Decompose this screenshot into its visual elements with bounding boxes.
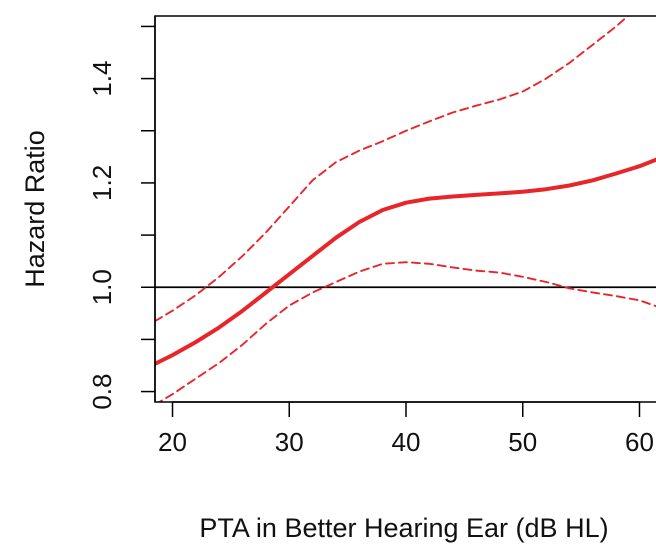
y-tick-label: 1.2 [87,165,117,201]
x-tick-label: 60 [625,427,654,457]
series-line-lower-ci [157,261,656,402]
series-line-upper-ci [155,16,630,323]
plot-content [155,16,656,402]
y-tick-label: 0.8 [87,374,117,410]
series-line-estimate [155,157,656,366]
y-axis: 0.8 1.0 1.2 1.4 [87,16,156,410]
y-tick-label: 1.4 [87,61,117,97]
x-tick-label: 40 [392,427,421,457]
x-axis: 20 30 40 50 60 [158,401,654,457]
plot-frame [154,15,656,403]
x-tick-label: 30 [275,427,304,457]
x-axis-title: PTA in Better Hearing Ear (dB HL) [199,513,608,543]
x-tick-label: 20 [158,427,187,457]
y-axis-title: Hazard Ratio [20,130,50,288]
y-tick-label: 1.0 [87,269,117,305]
x-tick-label: 50 [508,427,537,457]
